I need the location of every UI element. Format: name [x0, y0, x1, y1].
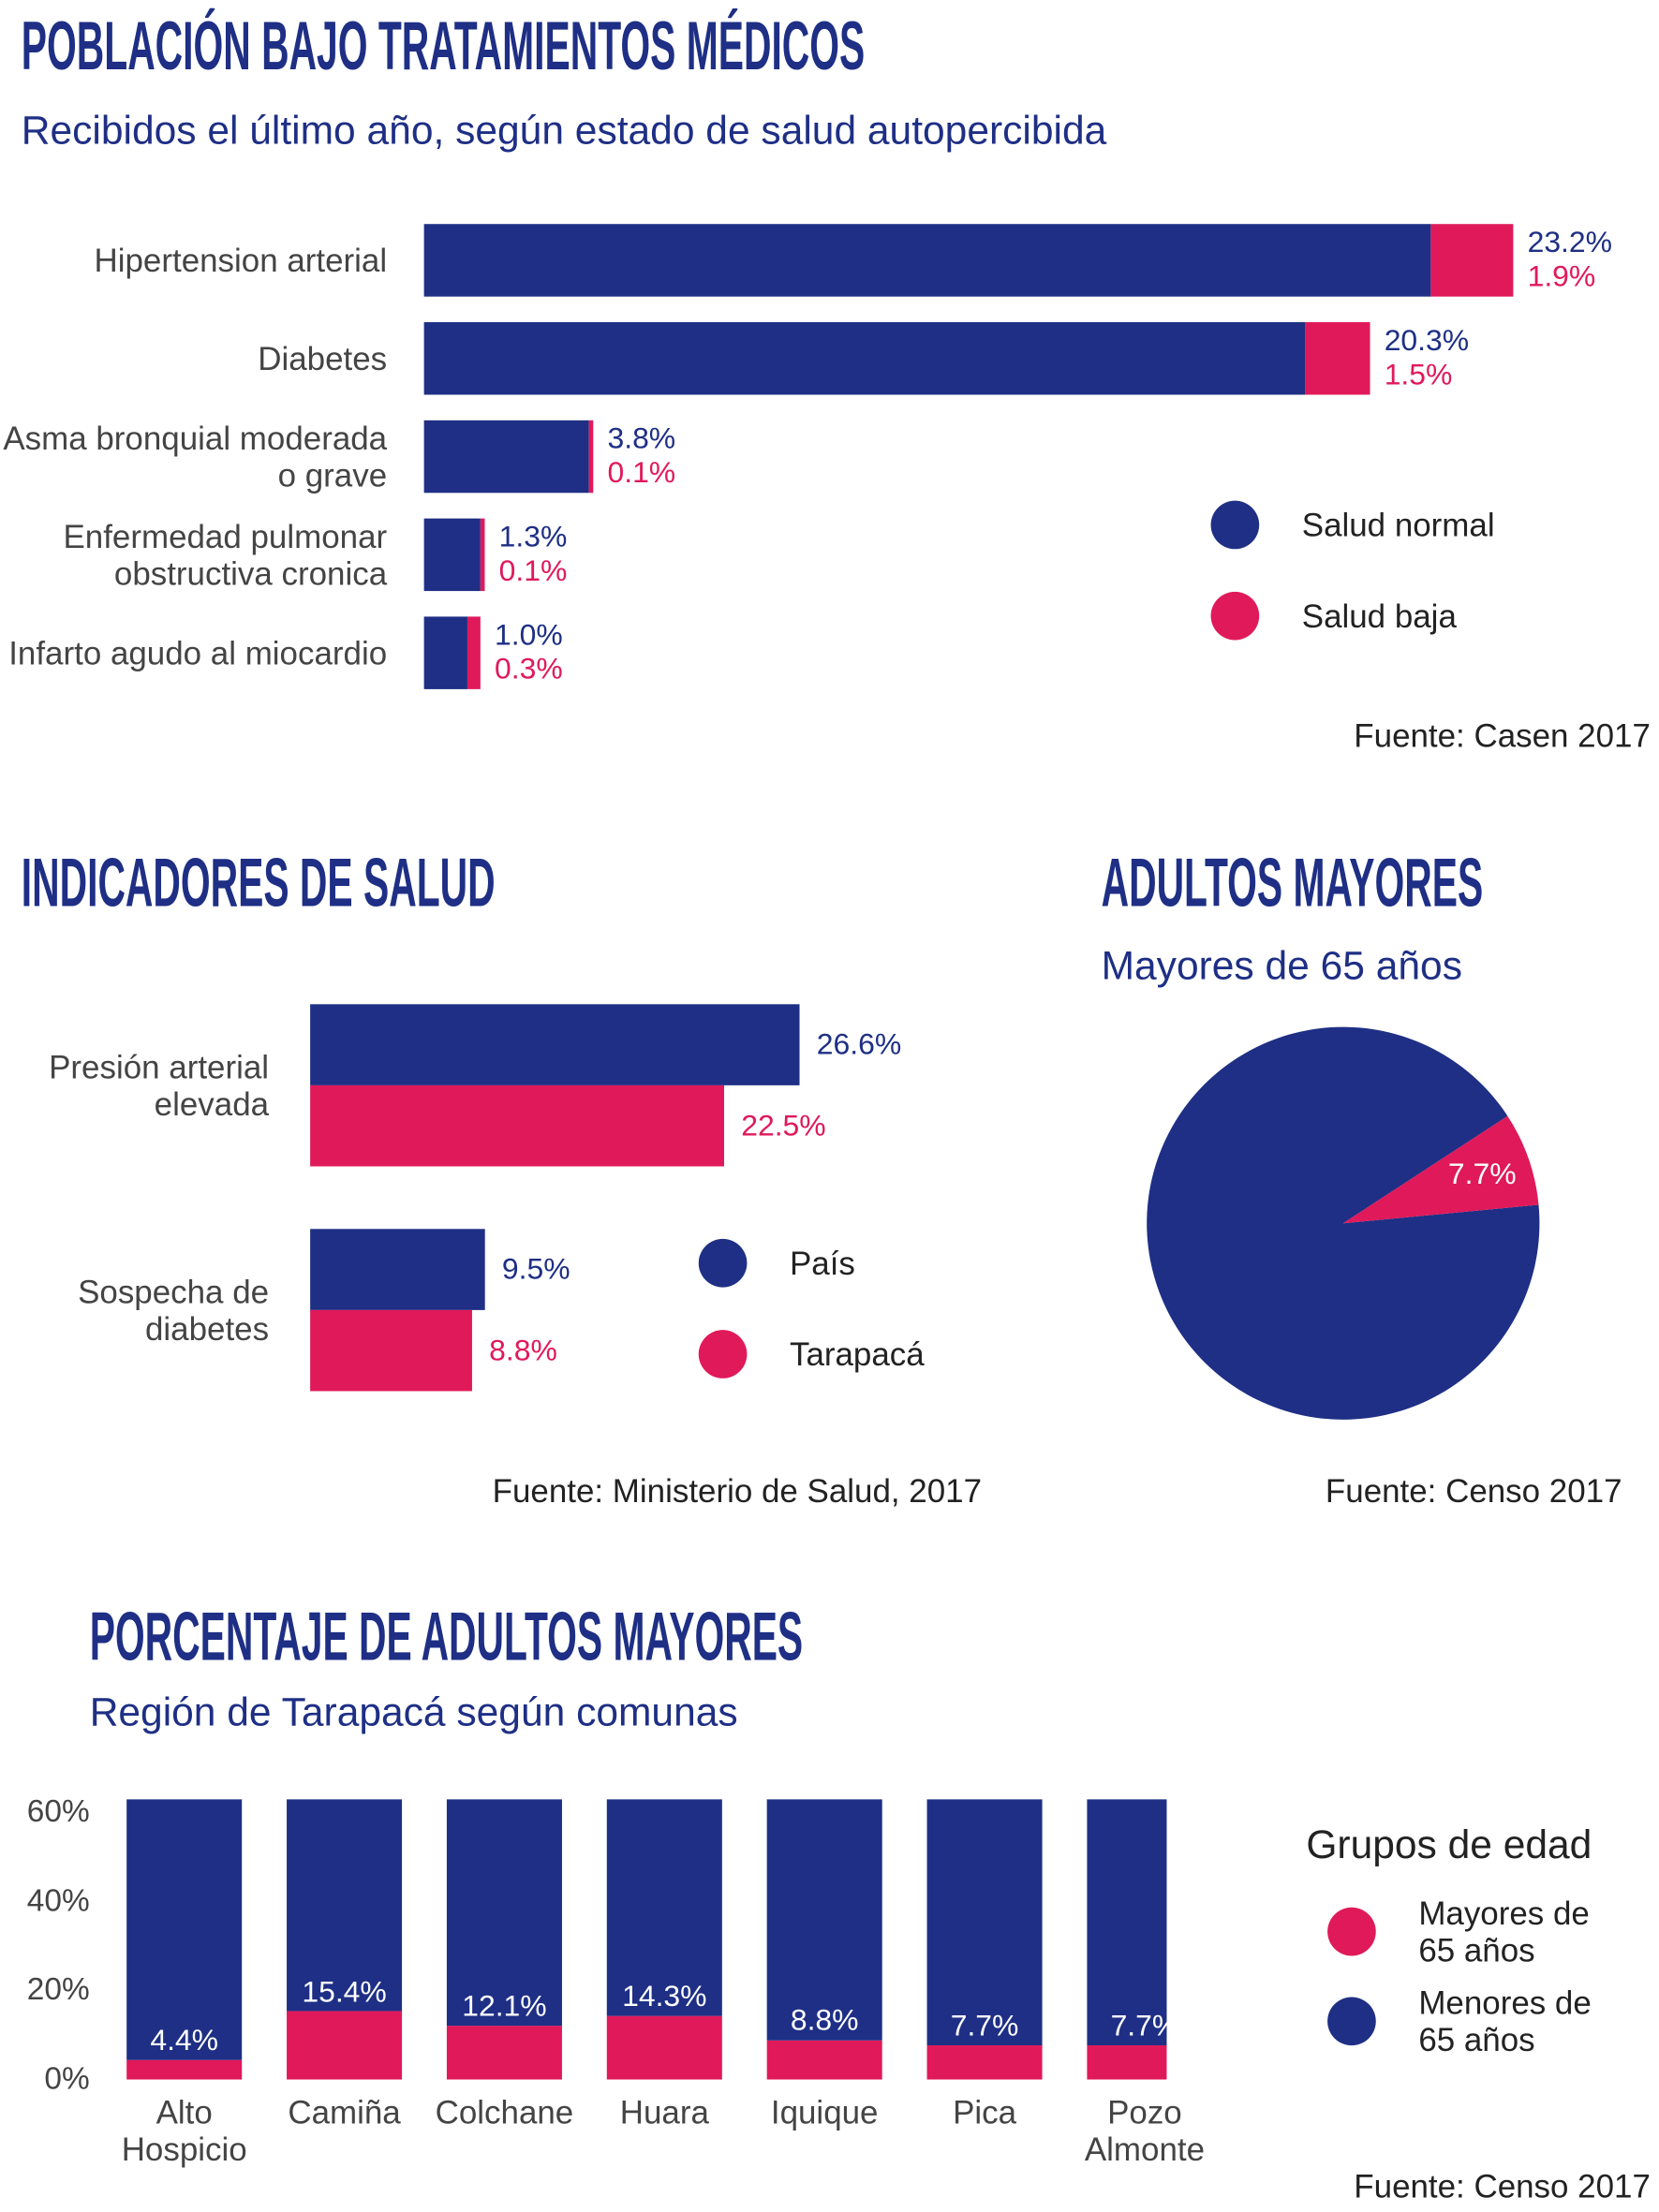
section-title: INDICADORES DE SALUD	[21, 846, 496, 922]
bar-segment	[423, 518, 481, 592]
legend-label: País	[789, 1245, 855, 1282]
legend-label: Menores de 65 años	[1418, 1983, 1592, 2058]
section-title: ADULTOS MAYORES	[1101, 846, 1484, 922]
bar-segment	[1087, 2045, 1167, 2080]
value-label: 26.6%	[816, 1027, 902, 1061]
bar-segment	[606, 2015, 722, 2080]
value-label: 0.1%	[607, 456, 676, 490]
value-label: 8.8%	[489, 1334, 557, 1367]
x-tick-label: Alto Hospicio	[121, 2093, 247, 2168]
bar-segment	[588, 420, 594, 494]
x-tick-label: Camiña	[288, 2093, 401, 2131]
bar-segment	[310, 1229, 485, 1310]
bar-segment	[926, 2045, 1043, 2080]
bar-segment	[766, 1799, 882, 2041]
value-label: 7.7%	[1110, 2010, 1179, 2043]
subtitle: Mayores de 65 años	[1101, 943, 1462, 988]
bar-segment	[480, 518, 485, 592]
category-label: Enfermedad pulmonar obstructiva cronica	[63, 517, 388, 592]
bar-segment	[423, 224, 1431, 297]
category-label: Sospecha de diabetes	[78, 1273, 270, 1348]
source-note: Fuente: Ministerio de Salud, 2017	[492, 1472, 983, 1510]
legend-swatch	[1210, 500, 1260, 550]
legend-title: Grupos de edad	[1306, 1821, 1592, 1867]
bar-segment	[766, 2040, 882, 2080]
bar-segment	[446, 2026, 562, 2080]
bar-segment	[423, 322, 1306, 395]
pie-slice	[1342, 1115, 1539, 1224]
bar-segment	[926, 1799, 1043, 2046]
section-title: PORCENTAJE DE ADULTOS MAYORES	[89, 1600, 804, 1676]
bar-segment	[1430, 224, 1514, 297]
subtitle: Región de Tarapacá según comunas	[89, 1689, 738, 1734]
bar-segment	[606, 1799, 722, 2016]
value-label: 12.1%	[462, 1990, 547, 2024]
value-label: 7.7%	[1447, 1158, 1517, 1191]
bar-segment	[467, 616, 481, 689]
x-tick-label: Huara	[619, 2093, 709, 2131]
bar-segment	[310, 1084, 724, 1167]
value-label: 22.5%	[741, 1109, 826, 1143]
pie-slice	[1147, 1026, 1540, 1420]
legend-swatch	[1210, 591, 1260, 641]
value-label: 9.5%	[501, 1252, 570, 1286]
value-label: 7.7%	[950, 2010, 1019, 2043]
bar-segment	[310, 1309, 472, 1392]
legend-label: Tarapacá	[789, 1335, 925, 1373]
x-tick-label: Colchane	[435, 2093, 574, 2131]
bar-segment	[446, 1799, 562, 2027]
subtitle: Recibidos el último año, según estado de…	[21, 108, 1107, 153]
value-label: 1.9%	[1527, 260, 1596, 294]
legend-swatch	[1327, 1997, 1376, 2046]
value-label: 23.2%	[1527, 226, 1613, 259]
bar-segment	[126, 1799, 243, 2060]
value-label: 3.8%	[607, 422, 676, 456]
value-label: 8.8%	[790, 2005, 859, 2038]
value-label: 4.4%	[150, 2024, 219, 2057]
category-label: Diabetes	[258, 340, 388, 377]
value-label: 0.3%	[495, 653, 563, 686]
value-label: 0.1%	[498, 554, 568, 588]
category-label: Presión arterial elevada	[49, 1048, 270, 1123]
value-label: 1.5%	[1384, 358, 1453, 391]
source-note: Fuente: Censo 2017	[1325, 1472, 1622, 1510]
plot-area	[126, 1799, 1167, 2080]
bar-segment	[423, 420, 589, 494]
bar-segment	[287, 2011, 403, 2080]
source-note: Fuente: Casen 2017	[1354, 716, 1651, 755]
bar-segment	[1305, 322, 1370, 395]
value-label: 1.3%	[498, 521, 568, 554]
value-label: 1.0%	[495, 618, 563, 652]
x-tick-label: Iquique	[770, 2093, 879, 2131]
bar-segment	[310, 1004, 800, 1085]
section-title: POBLACIÓN BAJO TRATAMIENTOS MÉDICOS	[21, 9, 866, 85]
x-tick-label: Pica	[953, 2093, 1017, 2131]
y-tick-label: 0%	[44, 2060, 90, 2097]
bar-segment	[126, 2059, 243, 2080]
bar-segment	[287, 1799, 403, 2012]
value-label: 20.3%	[1384, 324, 1470, 358]
legend-swatch	[698, 1238, 748, 1288]
source-note: Fuente: Censo 2017	[1354, 2167, 1651, 2205]
category-label: Asma bronquial moderada o grave	[3, 420, 388, 494]
bar-segment	[1087, 1799, 1167, 2046]
legend-swatch	[698, 1330, 748, 1379]
legend-label: Salud baja	[1301, 597, 1457, 635]
legend-swatch	[1327, 1907, 1376, 1956]
legend-label: Mayores de 65 años	[1418, 1895, 1590, 1969]
value-label: 14.3%	[622, 1980, 707, 2013]
legend-label: Salud normal	[1301, 506, 1495, 544]
category-label: Hipertension arterial	[94, 242, 388, 279]
y-tick-label: 40%	[26, 1882, 90, 1919]
category-label: Infarto agudo al miocardio	[8, 634, 388, 671]
y-tick-label: 20%	[26, 1971, 90, 2008]
bar-segment	[423, 616, 467, 689]
y-tick-label: 60%	[26, 1793, 90, 1830]
value-label: 15.4%	[302, 1975, 387, 2009]
x-tick-label: Pozo Almonte	[1084, 2093, 1206, 2168]
